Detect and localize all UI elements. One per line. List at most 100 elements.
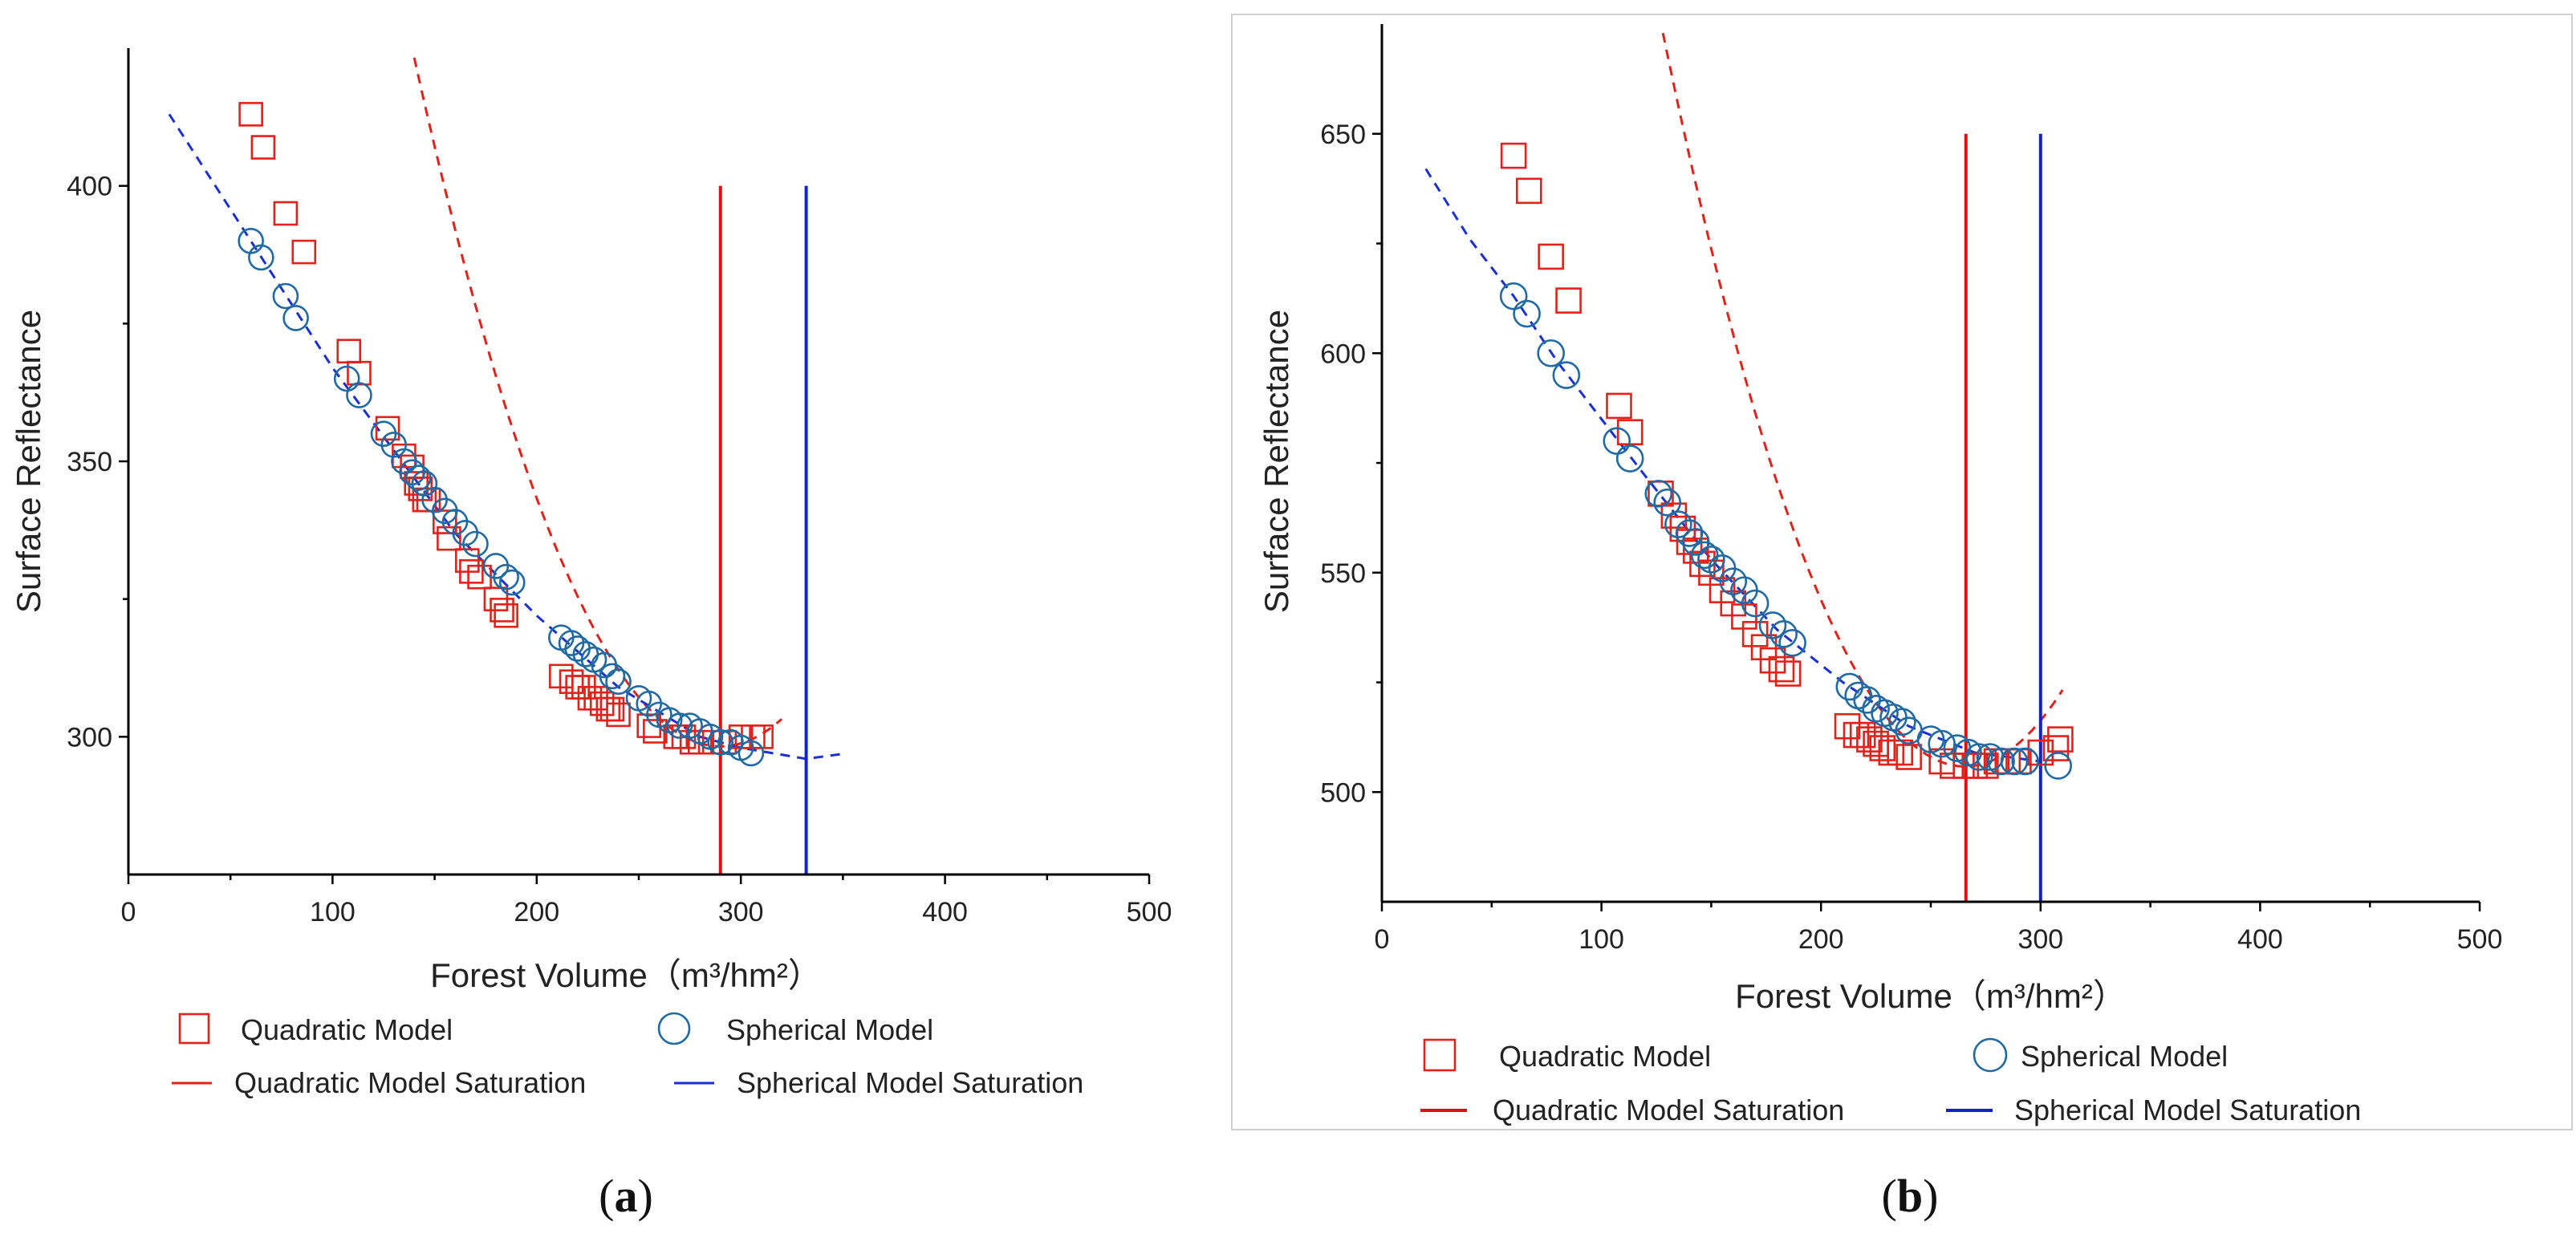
quadratic-point bbox=[2047, 726, 2074, 753]
quadratic-point bbox=[347, 360, 372, 386]
x-tick-label: 500 bbox=[2457, 924, 2503, 955]
fit-curves bbox=[168, 57, 847, 761]
x-tick-label: 100 bbox=[310, 897, 356, 927]
spherical-point bbox=[346, 382, 372, 408]
spherical-fit-curve bbox=[1424, 168, 2041, 763]
spherical-point bbox=[1719, 567, 1748, 595]
quadratic-point bbox=[2027, 739, 2054, 766]
spherical-point bbox=[1758, 611, 1787, 639]
axes bbox=[1380, 24, 2480, 903]
y-tick-label: 650 bbox=[1320, 120, 1366, 150]
caption-a-open: ( bbox=[599, 1170, 614, 1222]
legend-square-marker bbox=[178, 1013, 210, 1045]
x-axis-title-text: Forest Volume bbox=[1735, 977, 1952, 1015]
spherical-point bbox=[1888, 708, 1916, 737]
spherical-point bbox=[1928, 729, 1956, 758]
spherical-point bbox=[599, 663, 626, 690]
quadratic-point bbox=[437, 526, 461, 551]
x-tick-label: 0 bbox=[1375, 924, 1390, 955]
spherical-point bbox=[1778, 628, 1806, 657]
spherical-point bbox=[404, 465, 432, 491]
spherical-point bbox=[1675, 519, 1704, 547]
quadratic-point bbox=[1606, 392, 1632, 420]
spherical-point bbox=[1537, 339, 1565, 367]
ticks: 0 100 200 300 400 500 300 350 400 bbox=[67, 172, 1172, 927]
legend-quadratic-saturation-label: Quadratic Model Saturation bbox=[1493, 1094, 1844, 1126]
spherical-point bbox=[1499, 282, 1528, 310]
quadratic-point bbox=[1759, 647, 1786, 674]
quadratic-point bbox=[2042, 735, 2070, 761]
spherical-point bbox=[1513, 299, 1541, 328]
y-tick-label: 550 bbox=[1320, 558, 1366, 589]
spherical-point bbox=[462, 530, 489, 558]
spherical-point bbox=[564, 635, 591, 662]
spherical-point bbox=[707, 728, 734, 756]
spherical-point bbox=[1835, 672, 1864, 701]
saturation-lines bbox=[718, 185, 808, 875]
panel-b: 0 100 200 300 400 500 500 550 600 650 Surface Ref… bbox=[1231, 14, 2573, 1222]
quadratic-point bbox=[1682, 538, 1709, 564]
y-tick-label: 500 bbox=[1320, 777, 1366, 808]
spherical-point bbox=[605, 668, 632, 695]
quadratic-point bbox=[1849, 721, 1876, 749]
caption-a: (a) bbox=[599, 1170, 653, 1222]
quadratic-point bbox=[1869, 735, 1896, 761]
legend: Quadratic Model Spherical Model Quadrati… bbox=[172, 1012, 1083, 1099]
quadratic-fit-curve bbox=[1661, 32, 2064, 768]
saturation-lines bbox=[1964, 133, 2042, 902]
y-tick-label: 400 bbox=[67, 172, 112, 202]
axes bbox=[127, 48, 1149, 876]
x-axis-title: Forest Volume（m³/hm²） bbox=[1735, 977, 2127, 1015]
legend-spherical-label: Spherical Model bbox=[726, 1013, 933, 1046]
quadratic-fit-curve bbox=[412, 57, 783, 748]
spherical-point bbox=[737, 740, 765, 767]
quadratic-point bbox=[1834, 712, 1861, 740]
spherical-point bbox=[1769, 620, 1798, 648]
quadratic-point bbox=[599, 696, 625, 722]
quadratic-point bbox=[250, 135, 276, 160]
spherical-point bbox=[1664, 510, 1692, 538]
caption-a-label: a bbox=[615, 1170, 638, 1222]
quadratic-point bbox=[1856, 726, 1883, 753]
x-tick-label: 200 bbox=[1798, 924, 1844, 955]
x-axis-title-unit: （m³/hm²） bbox=[1952, 977, 2127, 1015]
x-tick-label: 200 bbox=[514, 897, 559, 927]
spherical-point bbox=[1644, 479, 1673, 508]
legend-spherical-saturation-label: Spherical Model Saturation bbox=[2014, 1094, 2361, 1126]
quadratic-point bbox=[336, 339, 362, 363]
quadratic-point bbox=[459, 559, 484, 584]
caption-b-close: ) bbox=[1923, 1170, 1938, 1222]
x-axis-title-text: Forest Volume bbox=[430, 956, 648, 994]
quadratic-point bbox=[1895, 744, 1922, 770]
spherical-point bbox=[1552, 361, 1581, 389]
x-tick-label: 0 bbox=[121, 897, 136, 927]
y-axis-title: Surface Reflectance bbox=[1258, 310, 1295, 613]
legend-spherical-saturation-label: Spherical Model Saturation bbox=[737, 1066, 1083, 1099]
legend-circle-marker bbox=[657, 1012, 691, 1045]
legend-quadratic-label: Quadratic Model bbox=[241, 1013, 453, 1046]
x-tick-label: 300 bbox=[718, 897, 764, 927]
spherical-point bbox=[1603, 427, 1631, 455]
spherical-point bbox=[1853, 686, 1881, 714]
quadratic-point bbox=[1516, 177, 1542, 205]
quadratic-point bbox=[291, 239, 317, 265]
y-tick-label: 600 bbox=[1320, 339, 1366, 369]
quadratic-point bbox=[1660, 502, 1688, 529]
legend-circle-marker bbox=[1973, 1037, 2008, 1073]
quadratic-point bbox=[1538, 243, 1564, 270]
y-tick-label: 300 bbox=[67, 722, 112, 753]
spherical-point bbox=[2011, 747, 2039, 776]
quadratic-point bbox=[1555, 287, 1582, 314]
quadratic-point bbox=[1741, 621, 1769, 647]
spherical-point bbox=[1697, 546, 1725, 574]
spherical-point bbox=[1615, 444, 1644, 473]
x-tick-label: 300 bbox=[2017, 924, 2063, 955]
caption-a-close: ) bbox=[638, 1170, 653, 1222]
spherical-point bbox=[2000, 747, 2029, 776]
quadratic-point bbox=[238, 102, 263, 127]
x-tick-label: 500 bbox=[1127, 897, 1172, 927]
spherical-point bbox=[1690, 541, 1719, 570]
spherical-point bbox=[272, 282, 299, 310]
legend-spherical-label: Spherical Model bbox=[2021, 1040, 2228, 1073]
